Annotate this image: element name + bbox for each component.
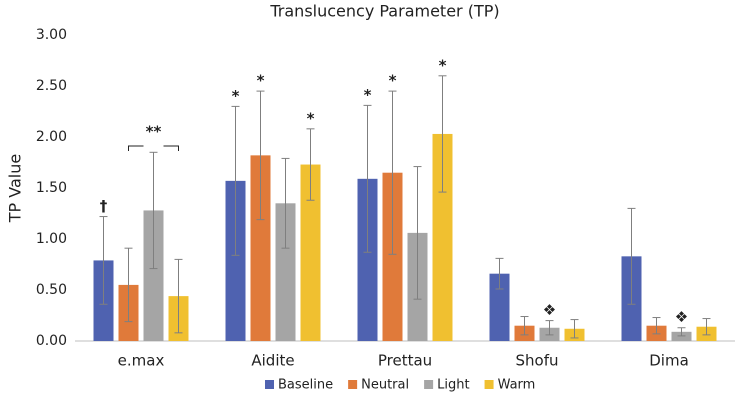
bar [250,155,271,341]
error-bar [231,105,240,256]
legend-label: Warm [498,378,536,393]
annotation: † [100,197,108,215]
bar [275,203,296,341]
bar [489,273,510,341]
chart-title: Translucency Parameter (TP) [269,2,499,21]
legend-label: Baseline [278,378,333,393]
bar [671,331,692,341]
y-tick-label: 1.50 [36,180,67,196]
error-bar [495,257,504,290]
significance-bracket [128,145,179,151]
error-bar [306,128,315,201]
y-tick-label: 0.00 [36,333,67,349]
annotation: * [257,72,265,90]
y-tick-label: 2.00 [36,129,67,145]
legend-swatch [348,380,358,389]
y-tick-label: 3.00 [36,27,67,43]
error-bar [438,75,447,193]
bar [432,133,453,341]
annotation: * [364,86,372,104]
error-bar [652,317,661,335]
x-tick-label: e.max [118,352,165,370]
error-bar [413,166,422,300]
annotation: ❖ [543,301,556,319]
error-bar [124,247,133,323]
y-axis-label: TP Value [6,154,25,223]
x-tick-label: Shofu [516,352,559,370]
y-tick-label: 0.50 [36,282,67,298]
annotation: * [389,72,397,90]
legend-label: Light [437,378,469,393]
error-bar [570,319,579,339]
error-bar [520,316,529,336]
y-tick-label: 1.00 [36,231,67,247]
x-tick-label: Aidite [251,352,294,370]
error-bar [702,318,711,336]
annotation: * [307,109,315,127]
x-tick-label: Prettau [378,352,432,370]
legend-swatch [265,380,274,389]
annotation: * [232,87,240,105]
error-bar [388,90,397,255]
error-bar [545,320,554,336]
bar [382,172,403,341]
error-bar [256,90,265,221]
annotation: * [439,56,447,74]
x-tick-label: Dima [649,352,689,370]
bar [300,164,321,341]
error-bar [627,207,636,305]
y-tick-label: 2.50 [36,78,67,94]
bar [357,178,378,341]
legend-swatch [424,380,434,389]
error-bar [174,258,183,334]
legend-swatch [484,380,494,389]
legend-label: Neutral [361,378,409,393]
annotation: ❖ [675,308,688,326]
significance-label: ** [146,123,162,141]
error-bar [281,157,290,249]
error-bar [677,327,686,337]
bar [225,180,246,341]
error-bar [149,151,158,270]
bar [143,210,164,341]
error-bar [99,216,108,305]
error-bar [363,104,372,253]
